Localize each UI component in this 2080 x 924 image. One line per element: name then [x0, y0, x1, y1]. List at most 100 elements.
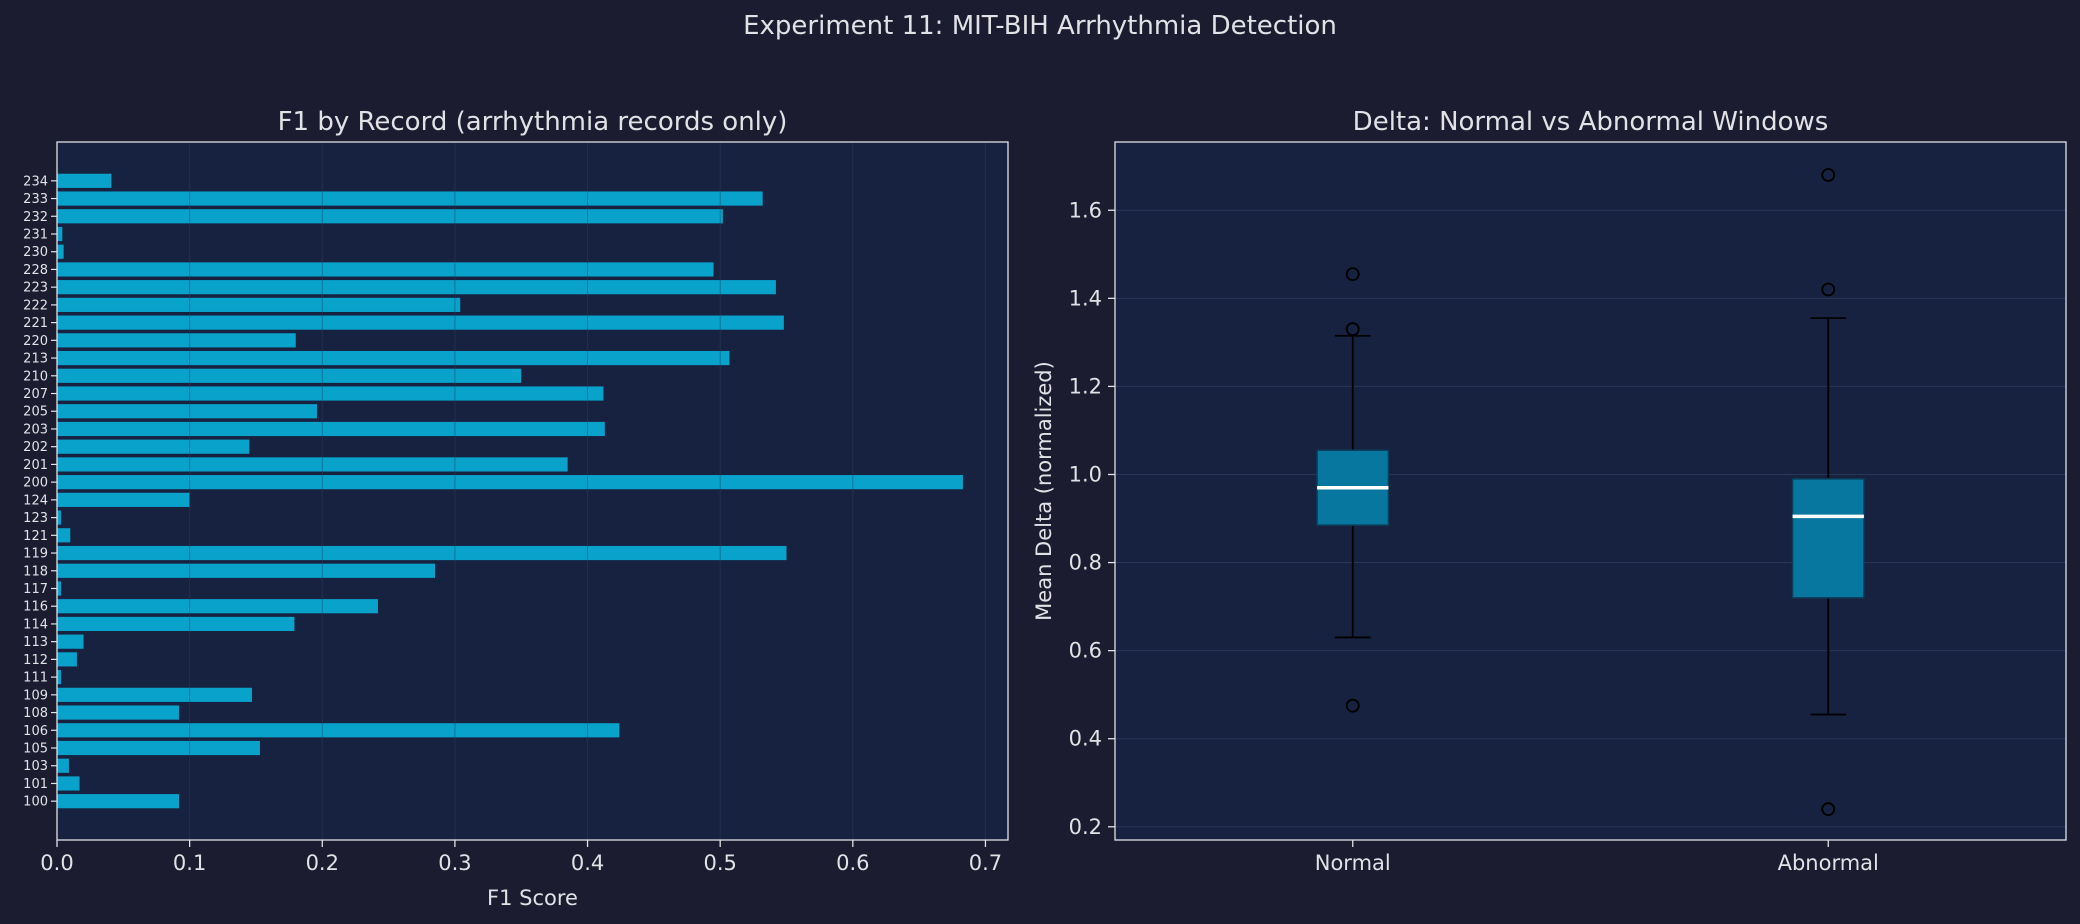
bar-chart-y-tick-label: 223: [23, 281, 48, 296]
bar-chart-y-tick-label: 231: [23, 227, 48, 242]
bar-chart-bars: [56, 142, 986, 840]
normal-outlier-point: [1345, 322, 1360, 337]
bar-record-123: [57, 510, 61, 525]
normal-outlier-point: [1345, 267, 1360, 282]
bar-record-230: [57, 244, 64, 259]
bar-record-112: [57, 652, 77, 667]
box-plot-plot-area: [1115, 142, 2066, 840]
bar-chart-x-ticks: 0.0 0.1 0.2 0.3 0.4 0.5 0.6 0.7: [40, 840, 1002, 875]
bar-record-116: [57, 599, 378, 614]
box-plot-y-tick-label: 1.2: [1069, 374, 1102, 398]
bar-record-228: [57, 262, 714, 277]
box-plot-y-tick-label: 1.4: [1069, 286, 1102, 310]
bar-chart-x-tick-label: 0.0: [40, 851, 73, 875]
bar-record-201: [57, 457, 568, 472]
abnormal-outlier-point: [1821, 802, 1836, 817]
bar-chart-y-tick-label: 111: [23, 671, 48, 686]
bar-record-109: [57, 687, 252, 702]
bar-record-100: [57, 794, 180, 809]
bar-chart-y-ticks: 100 101 103 105 106 108 109 111 112 113 114 116 117 1…: [23, 174, 57, 810]
bar-chart-frame: [56, 141, 1009, 841]
bar-chart-y-tick-label: 116: [23, 600, 48, 615]
bar-record-232: [57, 209, 723, 224]
bar-record-223: [57, 280, 776, 295]
bar-record-210: [57, 368, 522, 383]
box-plot-y-tick-label: 0.2: [1069, 815, 1102, 839]
box-plot-x-tick-label: Normal: [1315, 851, 1391, 875]
box-plot-y-tick-label: 0.6: [1069, 639, 1102, 663]
bar-chart-y-tick-label: 105: [23, 742, 48, 757]
bar-chart-y-tick-label: 101: [23, 777, 48, 792]
bar-chart-y-tick-label: 121: [23, 529, 48, 544]
f1-bar-chart: 100 101 103 105 106 108 109 111 112 113 114 116 117 1…: [23, 107, 1009, 910]
box-plot-x-tick-label: Abnormal: [1778, 851, 1879, 875]
bar-chart-y-tick-label: 205: [23, 405, 48, 420]
bar-chart-y-tick-label: 202: [23, 440, 48, 455]
bar-chart-y-tick-label: 200: [23, 476, 48, 491]
box-plot-y-tick-label: 1.0: [1069, 462, 1102, 486]
box-plot-boxes: [1316, 168, 1865, 817]
bar-record-222: [57, 297, 461, 312]
bar-chart-y-tick-label: 109: [23, 688, 48, 703]
bar-record-234: [57, 173, 112, 188]
normal-outlier-point: [1345, 698, 1360, 713]
bar-record-114: [57, 616, 295, 632]
figure-title: Experiment 11: MIT-BIH Arrhythmia Detect…: [743, 11, 1337, 41]
bar-chart-x-tick-label: 0.3: [438, 851, 471, 875]
box-plot-y-tick-label: 0.4: [1069, 727, 1102, 751]
bar-record-220: [57, 333, 296, 348]
bar-chart-y-tick-label: 203: [23, 422, 48, 437]
bar-chart-y-tick-label: 118: [23, 564, 48, 579]
bar-record-111: [57, 670, 61, 685]
bar-record-118: [57, 563, 436, 578]
bar-chart-y-tick-label: 222: [23, 298, 48, 313]
box-plot-gridlines: [1115, 209, 2066, 828]
bar-chart-y-tick-label: 233: [23, 192, 48, 207]
bar-chart-x-axis-label: F1 Score: [487, 886, 578, 910]
bar-record-117: [57, 581, 61, 596]
bar-chart-x-tick-label: 0.1: [173, 851, 206, 875]
bar-record-119: [57, 545, 787, 561]
bar-chart-y-tick-label: 232: [23, 210, 48, 225]
bar-chart-y-tick-label: 234: [23, 174, 48, 189]
bar-record-121: [57, 528, 71, 543]
box-plot-y-ticks: 0.2 0.4 0.6 0.8 1.0 1.2 1.4 1.6: [1069, 198, 1115, 839]
bar-chart-y-tick-label: 213: [23, 352, 48, 367]
abnormal-outlier-point: [1821, 168, 1836, 182]
bar-chart-y-tick-label: 220: [23, 334, 48, 349]
bar-chart-y-tick-label: 228: [23, 263, 48, 278]
abnormal-outlier-point: [1821, 282, 1836, 297]
bar-chart-y-tick-label: 112: [23, 653, 48, 668]
bar-record-106: [57, 723, 620, 738]
bar-chart-y-tick-label: 230: [23, 245, 48, 260]
bar-chart-title: F1 by Record (arrhythmia records only): [278, 107, 788, 137]
abnormal-box: [1791, 478, 1865, 599]
bar-chart-x-tick-label: 0.4: [571, 851, 604, 875]
bar-record-101: [57, 776, 80, 791]
bar-record-203: [57, 421, 605, 437]
bar-record-231: [57, 226, 63, 242]
delta-box-plot: 0.20.40.60.81.01.21.41.6 Normal Abnormal …: [1032, 107, 2067, 875]
bar-chart-y-tick-label: 113: [23, 635, 48, 650]
bar-chart-y-tick-label: 123: [23, 511, 48, 526]
bar-chart-y-tick-label: 221: [23, 316, 48, 331]
bar-record-221: [57, 315, 784, 330]
box-plot-frame: [1114, 141, 2067, 841]
box-plot-y-tick-label: 0.8: [1069, 551, 1102, 575]
bar-record-124: [57, 492, 190, 507]
bar-chart-y-tick-label: 119: [23, 547, 48, 562]
bar-chart-x-tick-label: 0.2: [306, 851, 339, 875]
bar-record-205: [57, 404, 317, 419]
bar-record-105: [57, 740, 260, 756]
bar-chart-y-tick-label: 108: [23, 706, 48, 721]
bar-chart-x-tick-label: 0.5: [703, 851, 736, 875]
bar-chart-x-tick-label: 0.7: [969, 851, 1002, 875]
bar-record-207: [57, 386, 604, 401]
bar-record-213: [57, 350, 730, 366]
bar-chart-y-tick-label: 103: [23, 759, 48, 774]
bar-chart-y-tick-label: 117: [23, 582, 48, 597]
bar-record-108: [57, 705, 180, 720]
box-plot-y-tick-label: 1.6: [1069, 198, 1102, 222]
box-plot-y-axis-label: Mean Delta (normalized): [1032, 361, 1056, 621]
